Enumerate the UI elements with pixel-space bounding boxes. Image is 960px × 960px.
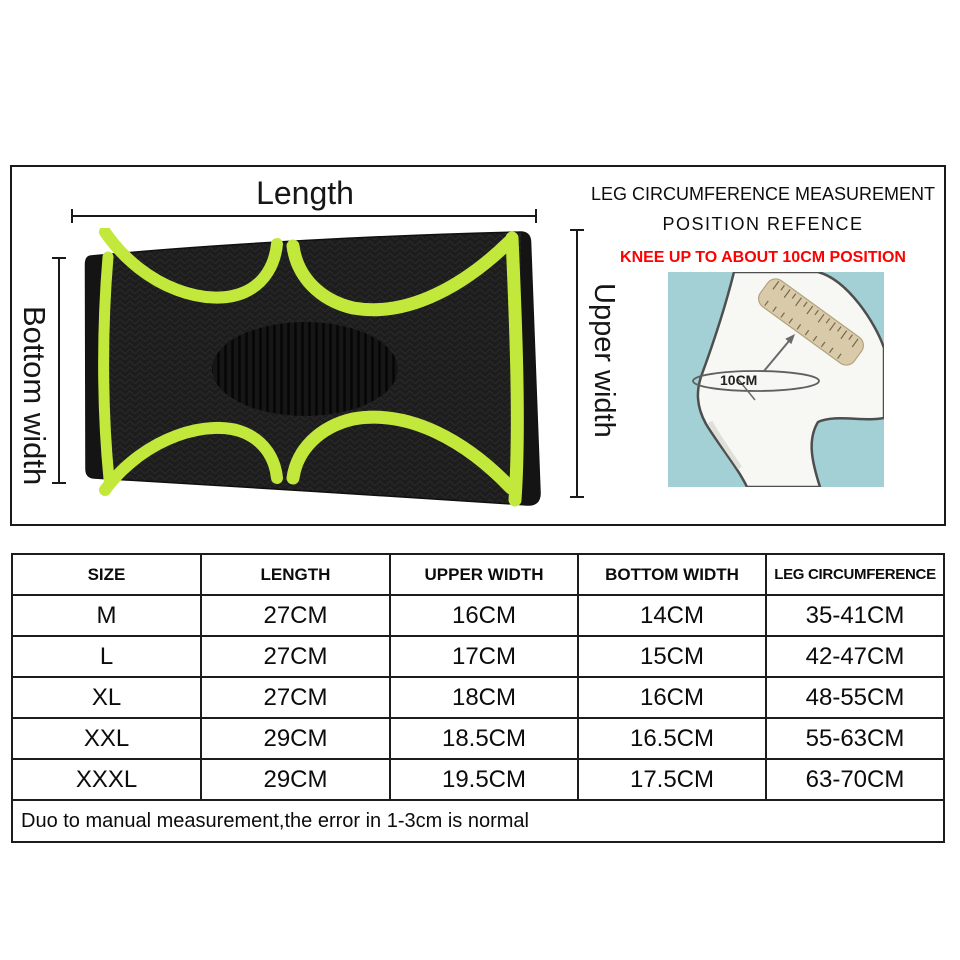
bottom-width-cell: 16CM (577, 676, 767, 719)
leg-circumference-cell: 48-55CM (765, 676, 945, 719)
bottom-width-cell: 15CM (577, 635, 767, 678)
size-cell: XXXL (11, 758, 202, 801)
header-leg-circumference: LEG CIRCUMFERENCE (765, 553, 945, 596)
table-row: XL 27CM 18CM 16CM 48-55CM (11, 676, 945, 719)
leg-circumference-cell: 55-63CM (765, 717, 945, 760)
header-bottom-width: BOTTOM WIDTH (577, 553, 767, 596)
upper-width-cell: 18.5CM (389, 717, 579, 760)
bottom-width-cell: 17.5CM (577, 758, 767, 801)
green-stripe-left-band (98, 251, 115, 485)
measuring-tape-band (758, 278, 864, 366)
leg-circumference-cell: 63-70CM (765, 758, 945, 801)
table-note-row: Duo to manual measurement,the error in 1… (11, 799, 945, 843)
leg-circumference-cell: 35-41CM (765, 594, 945, 637)
leg-shading (707, 420, 743, 470)
green-stripe-right-band (505, 231, 524, 507)
green-stripe-top-left (99, 228, 283, 304)
length-cell: 27CM (200, 594, 391, 637)
measurement-diagram-panel: Length Bottom width Upper width (10, 165, 946, 526)
length-cell: 29CM (200, 758, 391, 801)
length-cell: 29CM (200, 717, 391, 760)
arrow-line (763, 340, 790, 372)
table-row: M 27CM 16CM 14CM 35-41CM (11, 594, 945, 637)
leg-circumference-cell: 42-47CM (765, 635, 945, 678)
length-cell: 27CM (200, 635, 391, 678)
length-cell: 27CM (200, 676, 391, 719)
size-cell: XXL (11, 717, 202, 760)
length-label: Length (256, 175, 354, 211)
bottom-width-cell: 16.5CM (577, 717, 767, 760)
ten-cm-label: 10CM (720, 372, 757, 388)
table-row: XXL 29CM 18.5CM 16.5CM 55-63CM (11, 717, 945, 760)
leg-circumference-reference-panel: LEG CIRCUMFERENCE MEASUREMENT POSITION R… (587, 179, 939, 271)
header-upper-width: UPPER WIDTH (389, 553, 579, 596)
upper-width-measure-line (570, 229, 584, 498)
sleeve-right-cuff (519, 231, 541, 506)
size-cell: XL (11, 676, 202, 719)
header-length: LENGTH (200, 553, 391, 596)
sleeve-knee-pad (212, 322, 398, 416)
upper-width-cell: 19.5CM (389, 758, 579, 801)
reference-title-line1: LEG CIRCUMFERENCE MEASUREMENT (590, 184, 936, 204)
table-row: XXXL 29CM 19.5CM 17.5CM 63-70CM (11, 758, 945, 801)
upper-width-cell: 17CM (389, 635, 579, 678)
reference-warning-text: KNEE UP TO ABOUT 10CM POSITION (620, 249, 906, 266)
dimension-lines (52, 209, 584, 498)
table-row: L 27CM 17CM 15CM 42-47CM (11, 635, 945, 678)
reference-title-line2: POSITION REFENCE (662, 214, 864, 234)
arrow-up-icon (785, 334, 795, 345)
upper-width-label: Upper width (588, 282, 620, 438)
length-measure-line (71, 209, 537, 223)
upper-width-cell: 16CM (389, 594, 579, 637)
position-tick-line (737, 378, 756, 401)
leg-measure-illustration: 10CM (668, 272, 884, 487)
header-size: SIZE (11, 553, 202, 596)
bottom-width-cell: 14CM (577, 594, 767, 637)
upper-width-cell: 18CM (389, 676, 579, 719)
size-cell: L (11, 635, 202, 678)
measurement-note: Duo to manual measurement,the error in 1… (11, 799, 945, 843)
bottom-width-measure-line (52, 257, 66, 484)
size-cell: M (11, 594, 202, 637)
knee-sleeve-product-image (84, 228, 541, 507)
bottom-width-label: Bottom width (17, 306, 52, 486)
green-stripe-bottom-left (99, 421, 283, 496)
green-stripe-bottom-right (286, 410, 518, 495)
table-header-row: SIZE LENGTH UPPER WIDTH BOTTOM WIDTH LEG… (11, 553, 945, 596)
green-stripe-top-right (286, 235, 516, 317)
size-table: SIZE LENGTH UPPER WIDTH BOTTOM WIDTH LEG… (11, 553, 945, 843)
knee-circumference-ellipse (692, 370, 820, 392)
